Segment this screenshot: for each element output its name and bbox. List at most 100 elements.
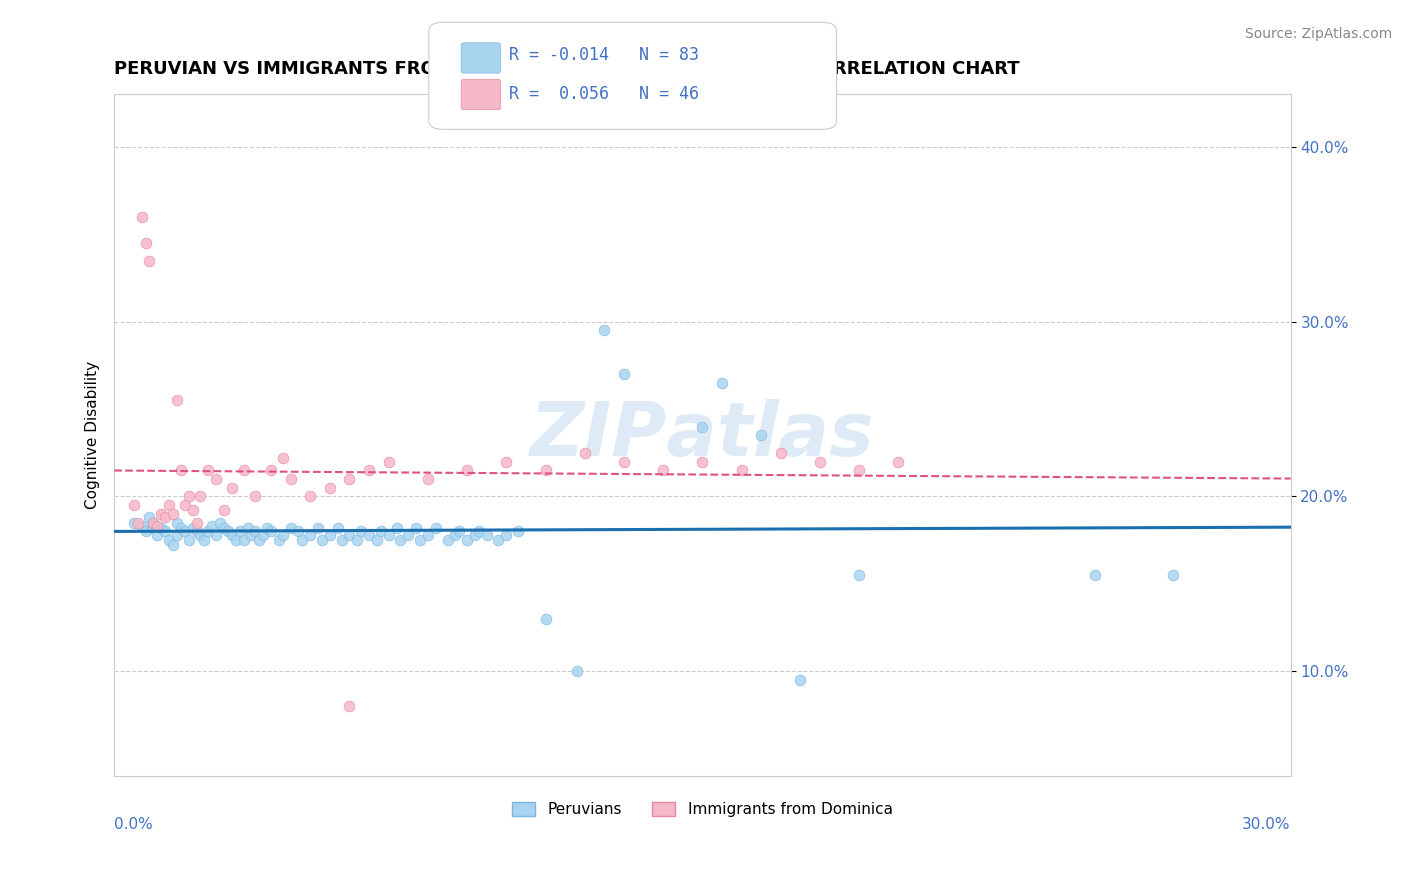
Y-axis label: Cognitive Disability: Cognitive Disability	[86, 361, 100, 509]
Point	[887, 454, 910, 468]
Point	[197, 463, 219, 477]
Point	[385, 521, 408, 535]
Point	[150, 521, 173, 535]
Point	[212, 521, 235, 535]
Point	[409, 533, 432, 548]
Point	[730, 463, 752, 477]
Point	[209, 516, 232, 530]
Point	[170, 521, 193, 535]
Point	[346, 533, 368, 548]
Point	[245, 524, 267, 539]
Point	[170, 463, 193, 477]
Point	[330, 533, 353, 548]
Point	[225, 533, 247, 548]
Point	[456, 533, 478, 548]
Point	[613, 454, 636, 468]
Point	[339, 528, 361, 542]
Point	[142, 516, 165, 530]
Point	[252, 528, 274, 542]
Text: PERUVIAN VS IMMIGRANTS FROM DOMINICA COGNITIVE DISABILITY CORRELATION CHART: PERUVIAN VS IMMIGRANTS FROM DOMINICA COG…	[114, 60, 1019, 78]
Point	[142, 516, 165, 530]
Point	[197, 524, 219, 539]
Point	[488, 533, 510, 548]
Point	[181, 503, 204, 517]
Point	[299, 528, 322, 542]
Point	[377, 454, 399, 468]
Point	[339, 699, 361, 714]
Point	[350, 524, 373, 539]
Point	[221, 528, 243, 542]
Point	[416, 528, 439, 542]
Point	[319, 481, 342, 495]
Point	[444, 528, 467, 542]
Point	[127, 516, 149, 530]
Point	[307, 521, 329, 535]
Point	[205, 472, 228, 486]
Text: 0.0%: 0.0%	[114, 817, 153, 832]
Point	[370, 524, 392, 539]
Point	[769, 446, 792, 460]
Point	[186, 516, 208, 530]
Point	[217, 524, 239, 539]
Point	[280, 472, 302, 486]
Point	[574, 446, 596, 460]
Point	[153, 510, 176, 524]
Point	[138, 510, 160, 524]
Text: 30.0%: 30.0%	[1241, 817, 1291, 832]
Point	[311, 533, 333, 548]
Point	[157, 498, 180, 512]
Point	[190, 528, 212, 542]
Point	[280, 521, 302, 535]
Point	[131, 519, 153, 533]
Point	[425, 521, 447, 535]
Point	[848, 463, 870, 477]
Point	[245, 490, 267, 504]
Point	[534, 463, 557, 477]
Point	[749, 428, 772, 442]
Point	[326, 521, 349, 535]
Point	[692, 419, 714, 434]
Point	[464, 528, 486, 542]
Point	[173, 498, 195, 512]
Point	[506, 524, 529, 539]
Point	[377, 528, 399, 542]
Text: R =  0.056   N = 46: R = 0.056 N = 46	[509, 85, 699, 103]
Point	[153, 524, 176, 539]
Point	[1161, 568, 1184, 582]
Point	[162, 507, 184, 521]
Point	[449, 524, 471, 539]
Point	[166, 528, 188, 542]
Text: R = -0.014   N = 83: R = -0.014 N = 83	[509, 46, 699, 64]
Point	[593, 323, 616, 337]
Point	[613, 367, 636, 381]
Point	[339, 472, 361, 486]
Point	[142, 521, 165, 535]
Point	[190, 490, 212, 504]
Text: ZIP​atlas: ZIP​atlas	[530, 399, 875, 472]
Point	[260, 524, 283, 539]
Point	[405, 521, 427, 535]
Point	[122, 516, 145, 530]
Point	[389, 533, 412, 548]
Point	[162, 538, 184, 552]
Point	[359, 528, 381, 542]
Point	[181, 521, 204, 535]
Point	[468, 524, 491, 539]
Point	[456, 463, 478, 477]
Point	[495, 454, 517, 468]
Point	[271, 450, 294, 465]
Point	[256, 521, 278, 535]
Point	[692, 454, 714, 468]
Point	[260, 463, 283, 477]
Point	[565, 665, 588, 679]
Point	[247, 533, 270, 548]
Point	[291, 533, 314, 548]
Point	[177, 533, 200, 548]
Point	[177, 490, 200, 504]
Point	[166, 393, 188, 408]
Point	[232, 463, 254, 477]
Point	[436, 533, 458, 548]
Point	[157, 533, 180, 548]
Point	[166, 516, 188, 530]
Point	[135, 235, 157, 250]
